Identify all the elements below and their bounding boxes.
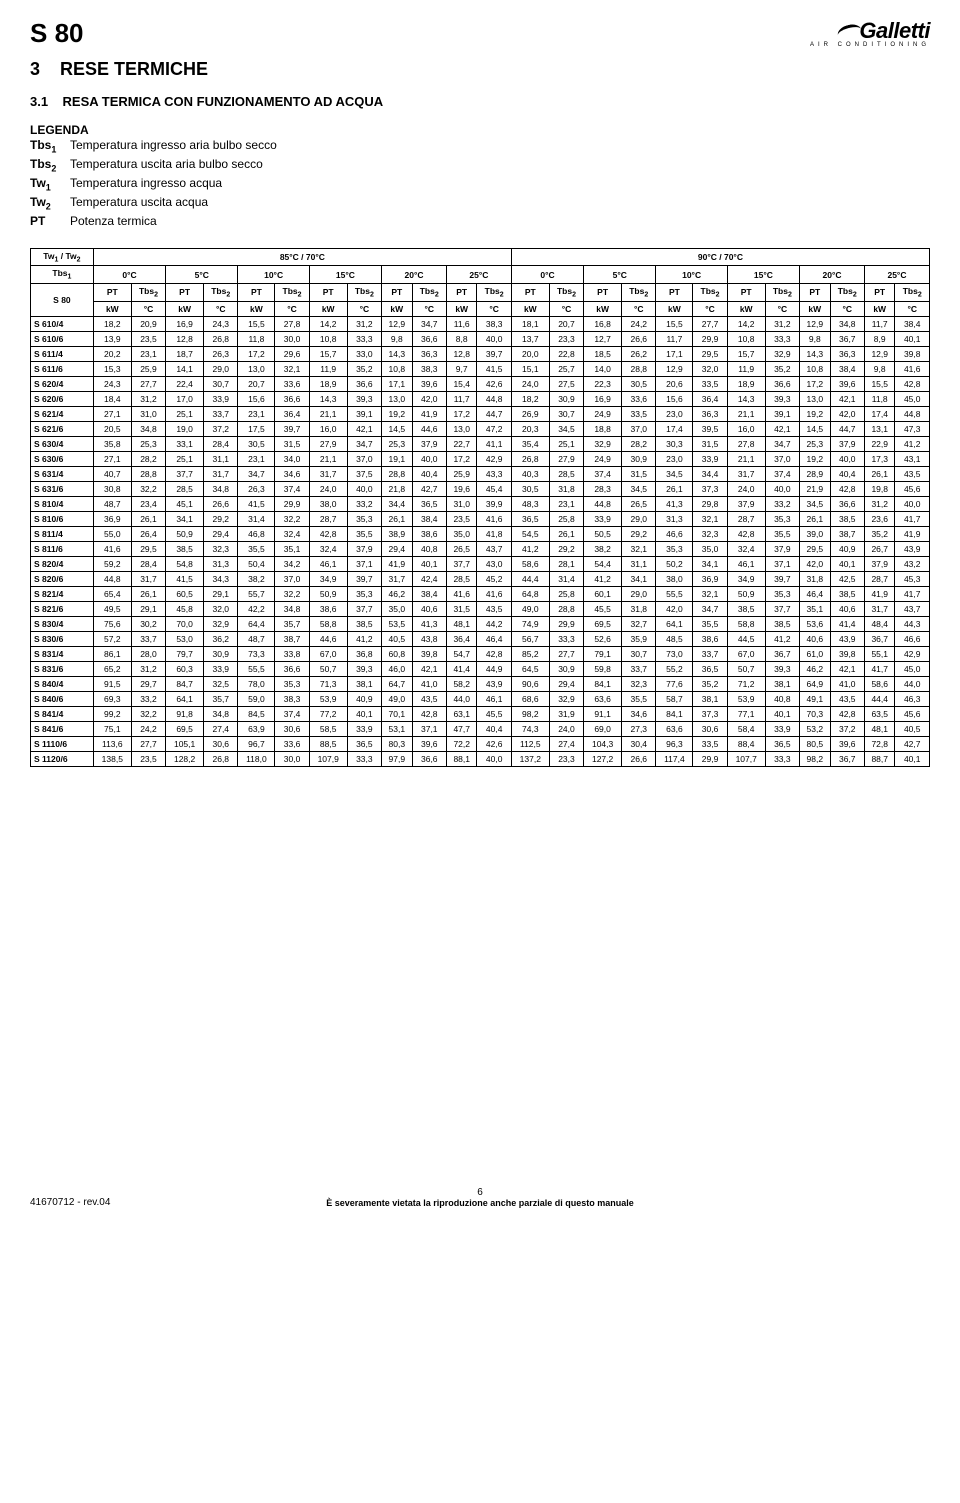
table-row: S 830/657,233,753,036,248,738,744,641,24… bbox=[31, 631, 930, 646]
footer-note: È severamente vietata la riproduzione an… bbox=[150, 1198, 810, 1208]
legend-item: Tw2Temperatura uscita acqua bbox=[30, 194, 930, 213]
table-row: S 821/465,426,160,529,155,732,250,935,34… bbox=[31, 586, 930, 601]
table-row: S 821/649,529,145,832,042,234,838,637,73… bbox=[31, 601, 930, 616]
table-row: S 840/491,529,784,732,578,035,371,338,16… bbox=[31, 676, 930, 691]
table-row: S 1110/6113,627,7105,130,696,733,688,536… bbox=[31, 736, 930, 751]
page-footer: 41670712 - rev.04 6 È severamente vietat… bbox=[30, 1187, 930, 1208]
table-row: S 811/455,026,450,929,446,832,442,835,53… bbox=[31, 526, 930, 541]
model-title: S 80 bbox=[30, 18, 84, 49]
table-row: S 841/675,124,269,527,463,930,658,533,95… bbox=[31, 721, 930, 736]
table-row: S 830/475,630,270,032,964,435,758,838,55… bbox=[31, 616, 930, 631]
table-row: S 820/459,228,454,831,350,434,246,137,14… bbox=[31, 556, 930, 571]
section-heading: 3 RESE TERMICHE bbox=[30, 59, 930, 80]
legend-item: PTPotenza termica bbox=[30, 213, 930, 230]
table-row: S 831/486,128,079,730,973,333,867,036,86… bbox=[31, 646, 930, 661]
table-row: S 611/420,223,118,726,317,229,615,733,01… bbox=[31, 346, 930, 361]
table-row: S 621/620,534,819,037,217,539,716,042,11… bbox=[31, 421, 930, 436]
table-row: S 840/669,333,264,135,759,038,353,940,94… bbox=[31, 691, 930, 706]
subsection-heading: 3.1 RESA TERMICA CON FUNZIONAMENTO AD AC… bbox=[30, 94, 930, 109]
brand-logo: Galletti AIR CONDITIONING bbox=[810, 18, 930, 48]
table-row: S 621/427,131,025,133,723,136,421,139,11… bbox=[31, 406, 930, 421]
legend-item: Tbs2Temperatura uscita aria bulbo secco bbox=[30, 156, 930, 175]
table-row: S 611/615,325,914,129,013,032,111,935,21… bbox=[31, 361, 930, 376]
table-row: S 631/630,832,228,534,826,337,424,040,02… bbox=[31, 481, 930, 496]
legend-item: Tbs1Temperatura ingresso aria bulbo secc… bbox=[30, 137, 930, 156]
brand-name: Galletti bbox=[859, 18, 930, 43]
table-row: S 811/641,629,538,532,335,535,132,437,92… bbox=[31, 541, 930, 556]
table-row: S 831/665,231,260,333,955,536,650,739,34… bbox=[31, 661, 930, 676]
table-row: S 620/618,431,217,033,915,636,614,339,31… bbox=[31, 391, 930, 406]
legend-block: LEGENDA Tbs1Temperatura ingresso aria bu… bbox=[30, 123, 930, 230]
thermal-table: Tw1 / Tw285°C / 70°C90°C / 70°CTbs10°C5°… bbox=[30, 248, 930, 767]
table-row: S 630/627,128,225,131,123,134,021,137,01… bbox=[31, 451, 930, 466]
footer-docref: 41670712 - rev.04 bbox=[30, 1197, 150, 1208]
brand-tagline: AIR CONDITIONING bbox=[810, 42, 930, 48]
table-row: S 610/418,220,916,924,315,527,814,231,21… bbox=[31, 316, 930, 331]
table-row: S 1120/6138,523,5128,226,8118,030,0107,9… bbox=[31, 751, 930, 766]
table-row: S 841/499,232,291,834,884,537,477,240,17… bbox=[31, 706, 930, 721]
table-row: S 810/448,723,445,126,641,529,938,033,23… bbox=[31, 496, 930, 511]
table-row: S 820/644,831,741,534,338,237,034,939,73… bbox=[31, 571, 930, 586]
table-row: S 810/636,926,134,129,231,432,228,735,32… bbox=[31, 511, 930, 526]
table-row: S 610/613,923,512,826,811,830,010,833,39… bbox=[31, 331, 930, 346]
legend-title: LEGENDA bbox=[30, 123, 930, 137]
table-row: S 630/435,825,333,128,430,531,527,934,72… bbox=[31, 436, 930, 451]
page-number: 6 bbox=[150, 1187, 810, 1198]
table-row: S 631/440,728,837,731,734,734,631,737,52… bbox=[31, 466, 930, 481]
table-row: S 620/424,327,722,430,720,733,618,936,61… bbox=[31, 376, 930, 391]
legend-item: Tw1Temperatura ingresso acqua bbox=[30, 175, 930, 194]
